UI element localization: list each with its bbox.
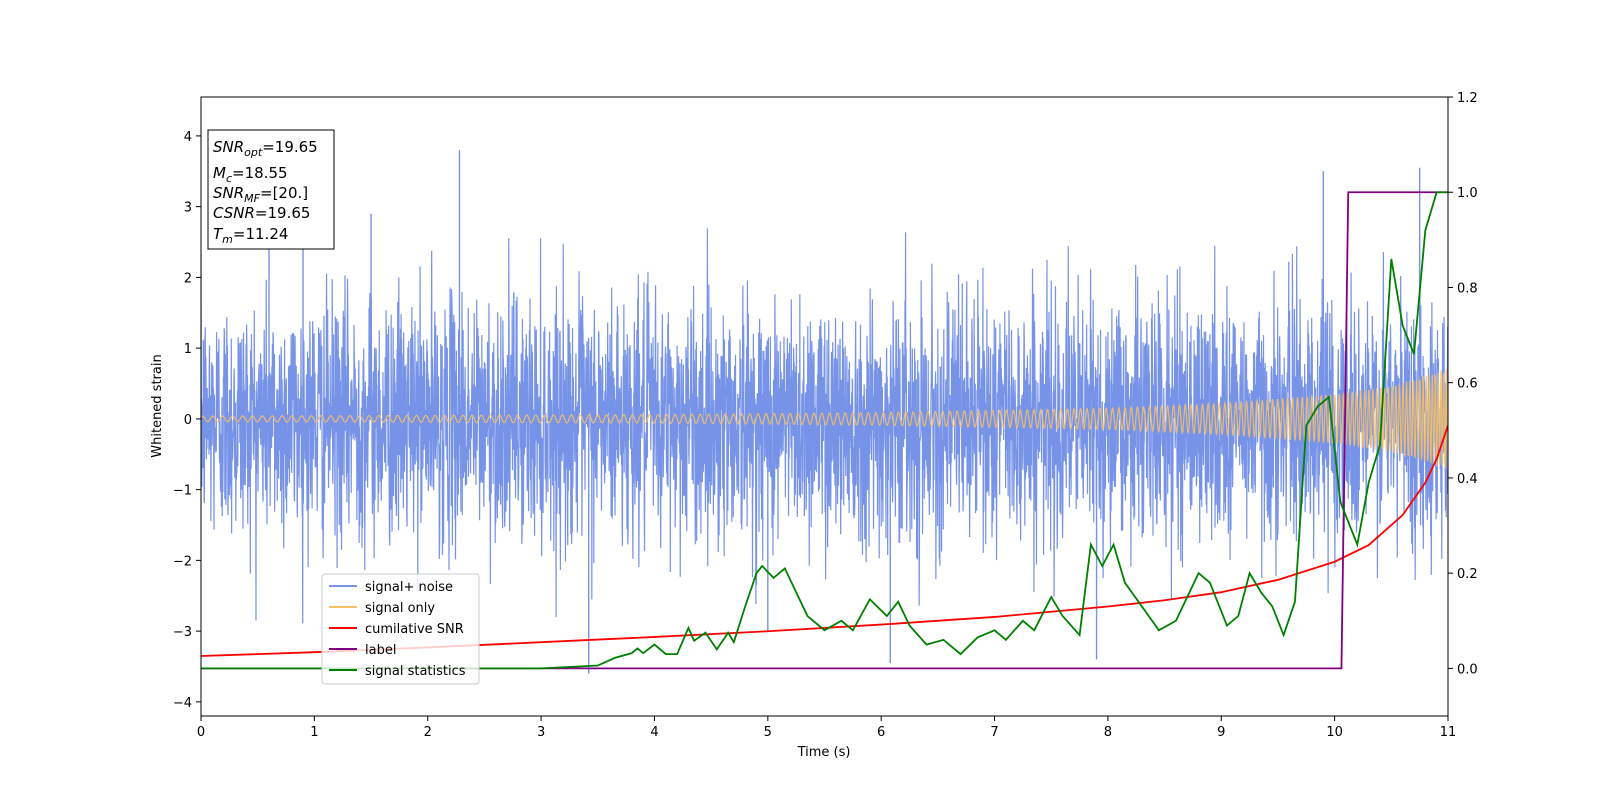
info-box-line: Tm=11.24 (213, 225, 288, 246)
x-tick-label: 6 (877, 725, 885, 740)
y-tick-label-right: 1.0 (1457, 186, 1478, 201)
y-tick-label-left: 3 (184, 201, 192, 216)
x-tick-label: 8 (1104, 725, 1112, 740)
y-tick-label-right: 1.2 (1457, 91, 1478, 106)
y-tick-label-left: −1 (173, 484, 192, 499)
legend-label: signal only (365, 601, 435, 616)
y-tick-label-left: −4 (173, 696, 192, 711)
info-box-line: Mc=18.55 (213, 164, 288, 185)
y-tick-label-right: 0.4 (1457, 472, 1478, 487)
y-tick-label-right: 0.2 (1457, 567, 1478, 582)
legend: signal+ noise signal only cumilative SNR la… (321, 573, 480, 685)
y-tick-label-right: 0.0 (1457, 662, 1478, 677)
y-axis-left: −4 −3 −2 −1 0 1 2 3 4 (173, 130, 201, 711)
plot-frame (200, 96, 1449, 717)
y-tick-label-left: 2 (184, 271, 192, 286)
series-label (201, 191, 1448, 670)
x-axis: 0 1 2 3 4 5 6 7 8 9 10 11 (197, 716, 1456, 740)
y-tick-label-right: 0.8 (1457, 281, 1478, 296)
x-axis-label: Time (s) (797, 745, 851, 760)
series-signal-statistics (201, 191, 1448, 670)
x-tick-label: 10 (1326, 725, 1343, 740)
x-tick-label: 1 (310, 725, 318, 740)
y-axis-right: 0.0 0.2 0.4 0.6 0.8 1.0 1.2 (1448, 91, 1478, 677)
legend-label: label (365, 643, 396, 658)
x-tick-label: 9 (1217, 725, 1225, 740)
y-tick-label-left: −2 (173, 554, 192, 569)
y-tick-label-left: 1 (184, 342, 192, 357)
x-tick-label: 11 (1440, 725, 1457, 740)
legend-label: signal statistics (365, 664, 466, 679)
info-box-frame (207, 129, 335, 250)
y-tick-label-left: 0 (184, 413, 192, 428)
y-tick-label-left: 4 (184, 130, 192, 145)
x-tick-label: 7 (990, 725, 998, 740)
info-box-line: SNRopt=19.65 (213, 138, 318, 159)
y-tick-label-left: −3 (173, 625, 192, 640)
legend-label: signal+ noise (365, 580, 453, 595)
y-axis-label: Whitened strain (150, 354, 165, 457)
info-box-line: SNRMF=[20.] (213, 184, 308, 205)
info-box: SNRopt=19.65 Mc=18.55SNRMF=[20.]CSNR=19.6… (207, 129, 335, 250)
series-signal-only (201, 368, 1448, 470)
x-tick-label: 3 (537, 725, 545, 740)
plot-content (201, 150, 1448, 674)
x-tick-label: 5 (764, 725, 772, 740)
legend-frame (321, 573, 480, 685)
y-tick-label-right: 0.6 (1457, 377, 1478, 392)
x-tick-label: 2 (424, 725, 432, 740)
legend-label: cumilative SNR (365, 622, 464, 637)
x-tick-label: 0 (197, 725, 205, 740)
info-box-line: CSNR=19.65 (213, 204, 310, 222)
series-cumulative-snr (201, 425, 1448, 657)
x-tick-label: 4 (650, 725, 658, 740)
